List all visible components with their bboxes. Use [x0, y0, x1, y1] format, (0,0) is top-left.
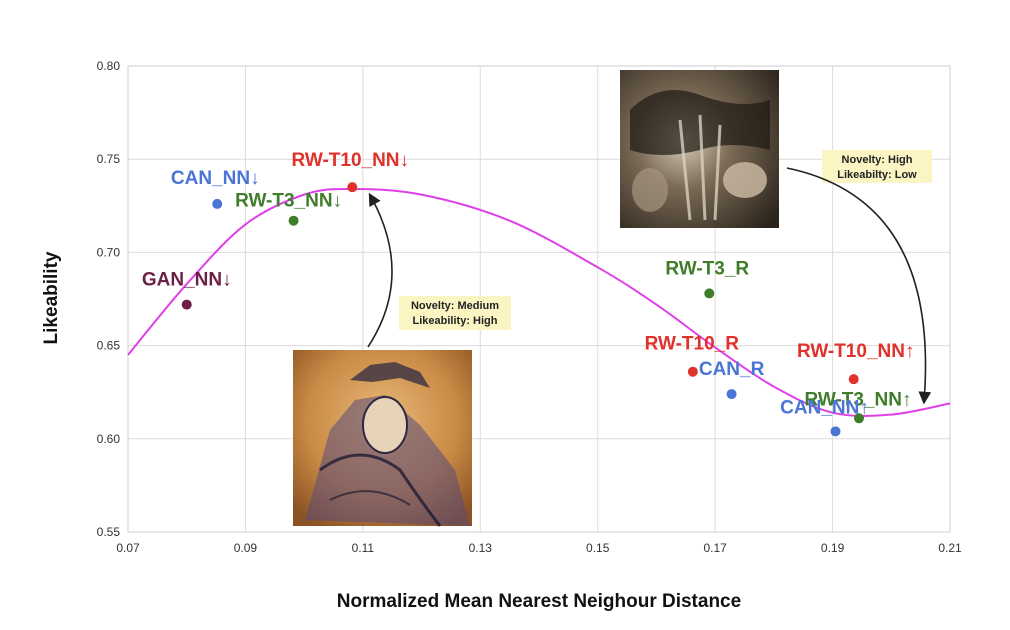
data-point	[848, 374, 859, 385]
x-axis-title: Normalized Mean Nearest Neighour Distanc…	[337, 591, 741, 612]
callout-high-box	[822, 150, 932, 183]
data-point-label: RW-T10_R	[645, 334, 740, 355]
x-tick-label: 0.21	[938, 541, 962, 555]
generated-abstract-image	[620, 70, 779, 228]
callout-high-line2: Likeabilty: Low	[837, 169, 917, 181]
callout-medium: Novelty: Medium Likeability: High	[399, 296, 511, 330]
y-tick-label: 0.65	[97, 339, 121, 353]
data-point-label: RW-T3_R	[665, 258, 749, 279]
data-point	[288, 215, 299, 226]
data-point-label: GAN_NN↓	[142, 270, 232, 291]
data-point-label: RW-T3_NN↓	[235, 191, 342, 212]
data-point-label: CAN_NN↓	[171, 168, 260, 189]
x-tick-label: 0.13	[469, 541, 493, 555]
y-tick-label: 0.75	[97, 152, 121, 166]
point-labels: CAN_NN↓RW-T3_NN↓ RW-T10_NN↓ GAN_NN↓ RW-T3_R…	[142, 150, 915, 418]
x-tick-label: 0.07	[116, 541, 140, 555]
data-point-label: RW-T10_NN↑	[797, 341, 915, 362]
callout-medium-line1: Novelty: Medium	[411, 300, 499, 312]
data-point-label: RW-T3_NN↑	[805, 389, 912, 410]
data-point	[687, 366, 698, 377]
callout-medium-box	[399, 296, 511, 330]
data-point	[212, 198, 223, 209]
grid	[127, 65, 951, 533]
data-point-label: CAN_NN↑	[780, 397, 869, 418]
data-point	[853, 413, 864, 424]
data-point	[181, 299, 192, 310]
y-tick-labels: 0.55 0.60 0.65 0.70 0.75 0.80	[97, 59, 121, 539]
x-tick-label: 0.09	[234, 541, 258, 555]
y-tick-label: 0.70	[97, 245, 121, 259]
generated-portrait-image	[293, 350, 472, 527]
y-tick-label: 0.55	[97, 525, 121, 539]
arrow-medium	[367, 192, 393, 348]
callout-high-line1: Novelty: High	[842, 154, 913, 166]
x-tick-labels: 0.07 0.09 0.11 0.13 0.15 0.17 0.19 0.21	[116, 541, 962, 555]
callout-medium-line2: Likeability: High	[413, 315, 498, 327]
data-point	[704, 288, 715, 299]
data-point	[830, 426, 841, 437]
data-point	[347, 182, 358, 193]
x-tick-label: 0.15	[586, 541, 610, 555]
data-point-label: RW-T10_NN↓	[292, 150, 410, 171]
callout-high: Novelty: High Likeabilty: Low	[822, 150, 932, 183]
y-axis-title: Likeability	[41, 251, 62, 344]
x-tick-label: 0.17	[703, 541, 727, 555]
data-points	[181, 182, 864, 437]
y-tick-label: 0.60	[97, 432, 121, 446]
x-tick-label: 0.19	[821, 541, 845, 555]
data-point-label: CAN_R	[699, 359, 765, 380]
x-tick-label: 0.11	[352, 541, 375, 555]
data-point	[726, 389, 737, 400]
plot-border	[127, 65, 951, 533]
arrow-high	[786, 167, 932, 405]
y-tick-label: 0.80	[97, 59, 121, 73]
trend-curve	[127, 188, 951, 417]
